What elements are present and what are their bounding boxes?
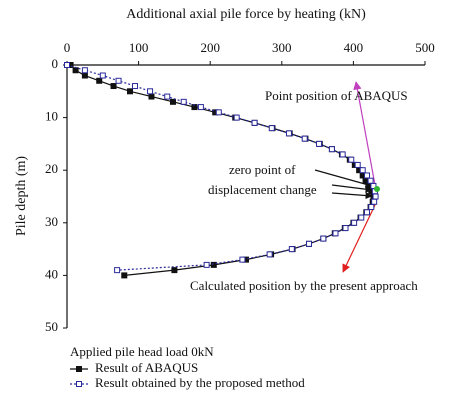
marker	[115, 77, 122, 84]
marker	[99, 72, 106, 79]
marker	[233, 114, 240, 121]
x-tick-label: 200	[200, 40, 220, 55]
marker	[132, 83, 139, 90]
marker	[96, 77, 103, 84]
y-tick-label: 40	[45, 266, 58, 281]
marker	[203, 261, 210, 268]
marker	[121, 272, 128, 279]
legend-label: Result obtained by the proposed method	[95, 375, 305, 390]
marker	[114, 267, 121, 274]
x-tick-label: 400	[344, 40, 364, 55]
x-tick-label: 300	[272, 40, 292, 55]
marker	[301, 135, 308, 142]
marker	[64, 62, 70, 68]
legend-marker	[76, 381, 82, 387]
marker	[171, 267, 178, 274]
marker	[147, 88, 154, 95]
marker	[169, 98, 176, 105]
marker	[285, 130, 292, 137]
arrow	[314, 169, 373, 188]
marker	[342, 225, 349, 232]
marker	[197, 104, 204, 111]
marker	[351, 219, 358, 226]
annotation: zero point of	[229, 162, 296, 177]
marker	[215, 109, 222, 116]
marker	[180, 98, 187, 105]
marker	[364, 172, 371, 179]
y-tick-label: 0	[52, 56, 59, 71]
marker	[367, 177, 374, 184]
marker	[110, 83, 117, 90]
y-tick-label: 50	[45, 319, 58, 334]
marker	[320, 235, 327, 242]
x-tick-label: 100	[129, 40, 149, 55]
arrow	[342, 204, 376, 273]
marker	[365, 182, 372, 189]
marker	[362, 177, 369, 184]
marker	[332, 230, 339, 237]
legend-marker	[76, 366, 82, 372]
marker	[268, 125, 275, 132]
marker	[372, 193, 379, 200]
arrow	[331, 191, 373, 200]
x-axis-title: Additional axial pile force by heating (…	[126, 7, 366, 22]
marker	[266, 251, 273, 258]
marker	[164, 93, 171, 100]
marker	[358, 214, 365, 221]
y-tick-label: 10	[45, 109, 58, 124]
marker	[239, 256, 246, 263]
y-axis-title: Pile depth (m)	[14, 156, 29, 236]
marker	[316, 140, 323, 147]
marker	[81, 67, 88, 74]
marker	[148, 93, 155, 100]
marker	[210, 261, 217, 268]
marker	[288, 246, 295, 253]
arrow	[353, 81, 376, 186]
legend-title: Applied pile head load 0kN	[70, 344, 214, 359]
marker	[354, 161, 361, 168]
marker	[72, 67, 79, 74]
marker	[127, 88, 134, 95]
annotation: displacement change	[208, 182, 317, 197]
arrow	[331, 184, 373, 193]
x-tick-label: 0	[64, 40, 71, 55]
annotation: Calculated position by the present appro…	[190, 278, 418, 293]
marker	[251, 119, 258, 126]
x-tick-label: 500	[415, 40, 435, 55]
marker	[306, 240, 313, 247]
legend-label: Result of ABAQUS	[95, 360, 198, 375]
marker	[364, 209, 371, 216]
marker	[371, 198, 378, 205]
marker	[368, 204, 375, 211]
marker	[359, 167, 366, 174]
marker	[81, 72, 88, 79]
annotation: Point position of ABAQUS	[265, 88, 408, 103]
zero-point	[374, 186, 380, 192]
y-tick-label: 30	[45, 214, 58, 229]
y-tick-label: 20	[45, 161, 58, 176]
marker	[339, 151, 346, 158]
marker	[328, 146, 335, 153]
marker	[348, 156, 355, 163]
